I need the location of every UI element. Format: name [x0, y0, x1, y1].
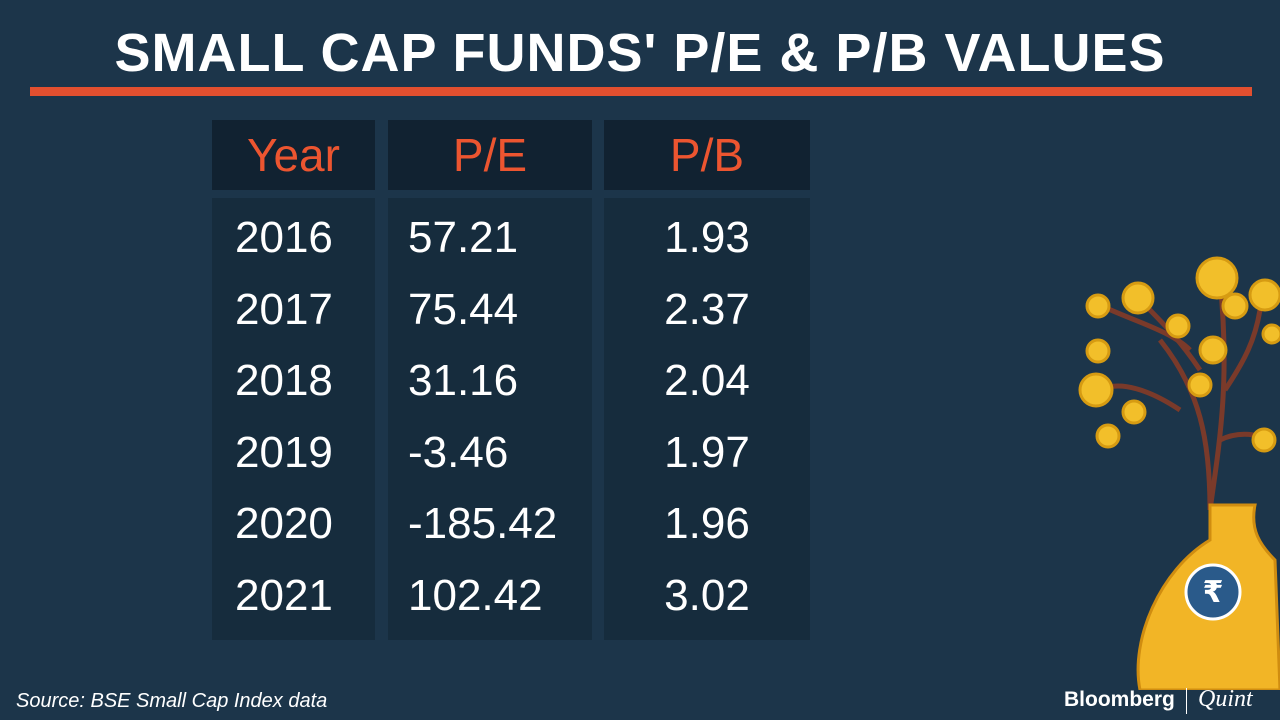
- table-cell: 1.93: [664, 213, 750, 262]
- column-header: P/E: [388, 120, 592, 190]
- column-body: [604, 198, 810, 640]
- table-cell: 2021: [235, 570, 333, 620]
- source-note: Source: BSE Small Cap Index data: [16, 690, 328, 712]
- brand: Bloomberg: [1064, 688, 1175, 711]
- table-cell: 31.16: [408, 356, 519, 405]
- column-header: Year: [212, 120, 375, 190]
- title: SMALL CAP FUNDS' P/E & P/B VALUES: [114, 23, 1166, 83]
- table-cell: 2016: [235, 213, 333, 262]
- table-cell: 1.97: [664, 427, 750, 477]
- table-cell: 57.21: [408, 213, 519, 262]
- table-cell: -3.46: [408, 427, 509, 477]
- table-cell: 2017: [235, 284, 333, 334]
- brand-suffix: Quint: [1198, 686, 1253, 712]
- svg-text:₹: ₹: [1203, 576, 1224, 609]
- table-cell: 3.02: [664, 570, 750, 620]
- table-cell: 2.04: [664, 356, 750, 405]
- column-body: [388, 198, 592, 640]
- table-cell: 1.96: [664, 499, 750, 548]
- table-cell: 75.44: [408, 284, 519, 334]
- brand-separator: [1186, 688, 1187, 714]
- column-header: P/B: [604, 120, 810, 190]
- title-underline: [30, 87, 1252, 96]
- column-body: [212, 198, 375, 640]
- table-cell: 102.42: [408, 570, 543, 620]
- table-cell: 2018: [235, 356, 333, 405]
- table-cell: 2020: [235, 499, 333, 548]
- table-cell: -185.42: [408, 499, 558, 548]
- table-cell: 2.37: [664, 284, 750, 334]
- money-tree-illustration: ₹: [1078, 256, 1280, 690]
- table-cell: 2019: [235, 427, 333, 477]
